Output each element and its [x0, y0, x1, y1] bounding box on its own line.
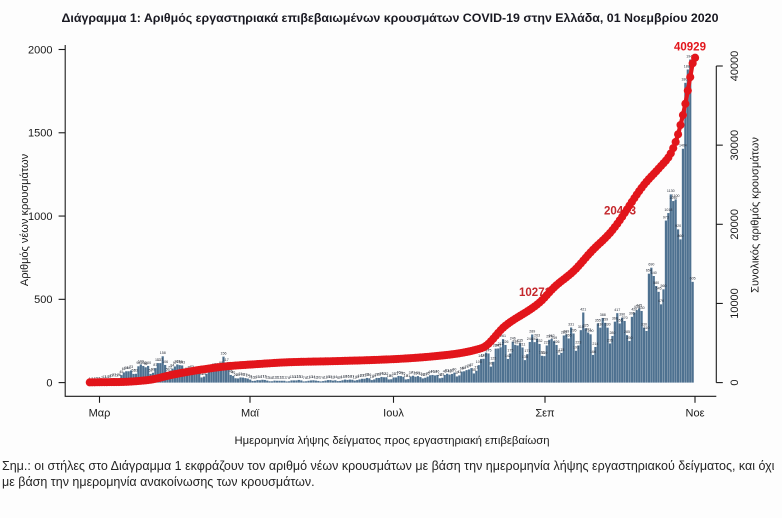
svg-text:40929: 40929 — [674, 42, 706, 54]
svg-text:1000: 1000 — [28, 211, 52, 223]
svg-text:53: 53 — [134, 369, 138, 373]
svg-text:Διάγραμμα 1: Αριθμός εργαστηρι: Διάγραμμα 1: Αριθμός εργαστηριακά επιβεβ… — [62, 11, 719, 25]
svg-text:285: 285 — [624, 330, 630, 334]
svg-text:100: 100 — [145, 361, 151, 365]
svg-text:605: 605 — [690, 277, 696, 281]
svg-text:214: 214 — [592, 342, 598, 346]
svg-text:103: 103 — [179, 360, 185, 364]
svg-text:Ιουλ: Ιουλ — [383, 408, 404, 420]
svg-text:330: 330 — [597, 322, 603, 326]
svg-text:178: 178 — [558, 348, 564, 352]
svg-text:223: 223 — [575, 340, 581, 344]
svg-text:171: 171 — [524, 349, 530, 353]
svg-text:40000: 40000 — [729, 51, 741, 82]
svg-text:105: 105 — [476, 360, 482, 364]
svg-text:Νοε: Νοε — [686, 408, 705, 420]
svg-text:175: 175 — [507, 348, 513, 352]
svg-text:Ημερομηνία λήψης δείγματος προ: Ημερομηνία λήψης δείγματος προς εργαστηρ… — [234, 435, 549, 447]
svg-text:295: 295 — [571, 328, 577, 332]
svg-text:265: 265 — [566, 333, 572, 337]
svg-text:43: 43 — [457, 370, 461, 374]
svg-text:106: 106 — [162, 360, 168, 364]
svg-text:500: 500 — [34, 294, 52, 306]
svg-text:96: 96 — [489, 361, 493, 365]
svg-text:421: 421 — [580, 307, 586, 311]
svg-text:226: 226 — [502, 340, 508, 344]
svg-text:143: 143 — [481, 354, 487, 358]
svg-text:1130: 1130 — [667, 189, 675, 193]
svg-text:135: 135 — [522, 355, 528, 359]
svg-text:331: 331 — [568, 322, 574, 326]
svg-text:2000: 2000 — [28, 44, 52, 56]
svg-text:1018: 1018 — [664, 208, 672, 212]
svg-text:359: 359 — [602, 318, 608, 322]
svg-text:860: 860 — [678, 234, 684, 238]
svg-text:973: 973 — [663, 215, 669, 219]
svg-text:Αριθμός νέων κρουσμάτων: Αριθμός νέων κρουσμάτων — [19, 153, 31, 286]
svg-text:690: 690 — [648, 262, 654, 266]
svg-text:156: 156 — [220, 351, 226, 355]
svg-text:159: 159 — [541, 351, 547, 355]
svg-text:Μαρ: Μαρ — [89, 408, 111, 420]
svg-text:280: 280 — [609, 331, 615, 335]
svg-text:370: 370 — [622, 316, 628, 320]
svg-text:226: 226 — [554, 340, 560, 344]
svg-text:125: 125 — [490, 357, 496, 361]
svg-text:640: 640 — [651, 271, 657, 275]
svg-text:0: 0 — [46, 378, 52, 390]
svg-text:Σημ.: οι στήλες στο Διάγραμμα: Σημ.: οι στήλες στο Διάγραμμα 1 εκφράζου… — [2, 459, 775, 473]
svg-text:250: 250 — [626, 336, 632, 340]
svg-text:395: 395 — [629, 312, 635, 316]
svg-text:10000: 10000 — [729, 288, 741, 319]
svg-text:87: 87 — [153, 363, 157, 367]
svg-text:1500: 1500 — [28, 128, 52, 140]
svg-text:211: 211 — [520, 342, 526, 346]
svg-text:71: 71 — [474, 366, 478, 370]
svg-text:388: 388 — [600, 313, 606, 317]
svg-text:με βάση την ημερομηνία ανακοίν: με βάση την ημερομηνία ανακοίνωσης των κ… — [2, 475, 315, 489]
svg-text:0: 0 — [729, 380, 741, 386]
svg-text:166: 166 — [590, 350, 596, 354]
svg-text:191: 191 — [573, 346, 579, 350]
svg-text:Συνολικός αριθμός κρουσμάτων: Συνολικός αριθμός κρουσμάτων — [750, 137, 762, 293]
svg-text:20000: 20000 — [729, 209, 741, 240]
svg-text:560: 560 — [660, 284, 666, 288]
svg-text:417: 417 — [614, 308, 620, 312]
svg-text:310: 310 — [643, 326, 649, 330]
svg-text:1100: 1100 — [672, 194, 680, 198]
svg-text:470: 470 — [658, 299, 664, 303]
svg-text:290: 290 — [588, 329, 594, 333]
svg-text:Σεπ: Σεπ — [535, 408, 555, 420]
svg-text:Μαϊ: Μαϊ — [241, 408, 260, 420]
svg-text:30000: 30000 — [729, 130, 741, 161]
svg-text:330: 330 — [605, 322, 611, 326]
svg-text:1404: 1404 — [679, 144, 687, 148]
svg-text:158: 158 — [160, 351, 166, 355]
svg-text:59: 59 — [151, 368, 155, 372]
svg-text:430: 430 — [639, 306, 645, 310]
svg-text:235: 235 — [607, 338, 613, 342]
svg-text:580: 580 — [653, 281, 659, 285]
svg-text:232: 232 — [537, 339, 543, 343]
svg-text:142: 142 — [505, 354, 511, 358]
svg-text:87: 87 — [469, 363, 473, 367]
svg-text:920: 920 — [675, 224, 681, 228]
svg-text:263: 263 — [534, 334, 540, 338]
svg-text:223: 223 — [544, 340, 550, 344]
